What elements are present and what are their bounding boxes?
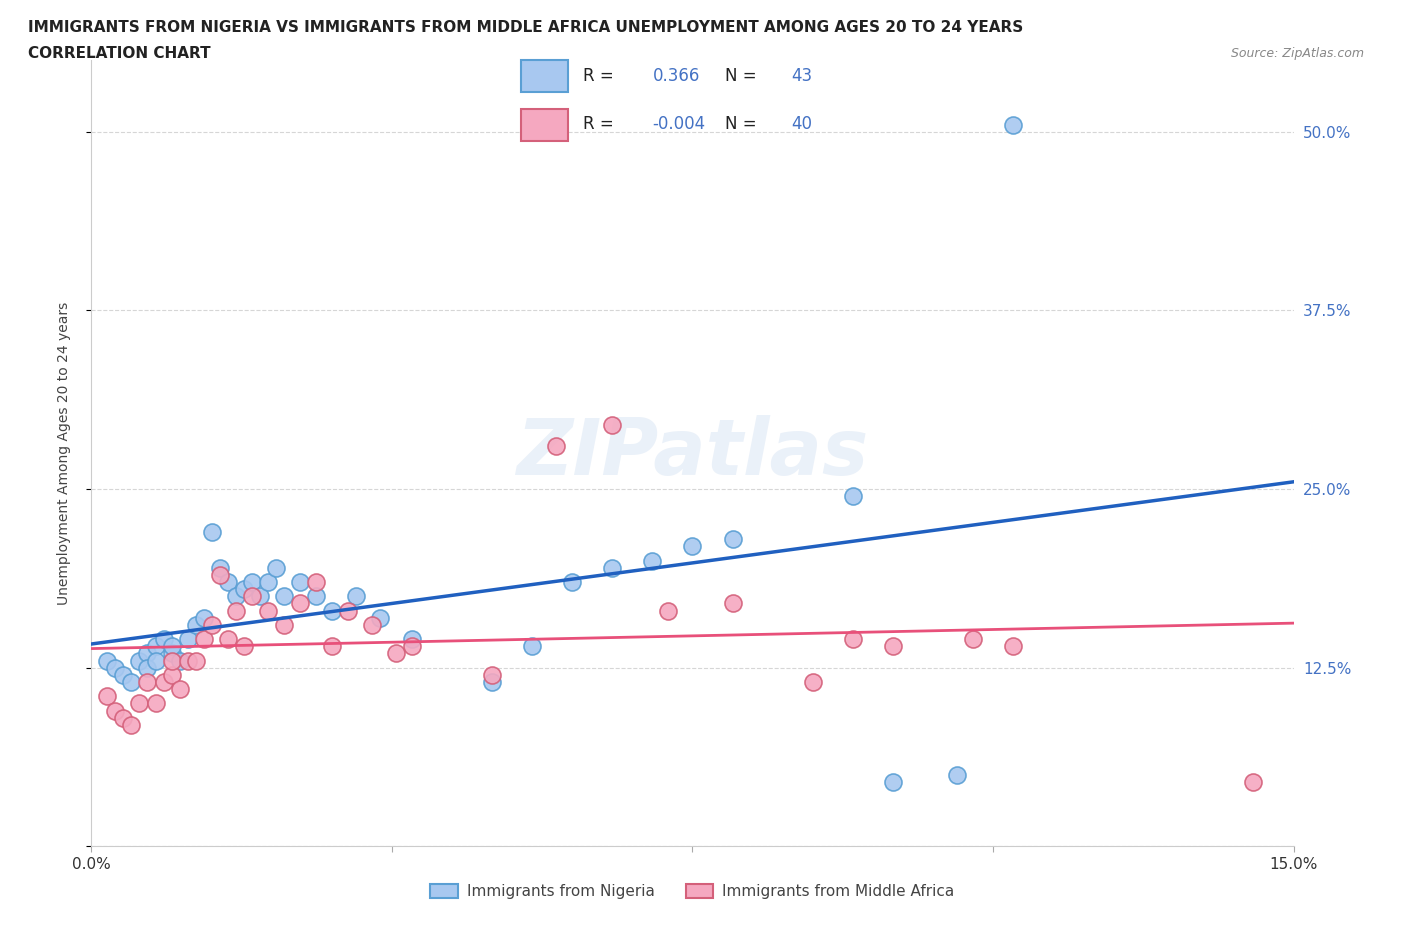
Point [201,525,224,539]
Text: N =: N = [725,115,762,133]
Point [136,674,159,689]
Point [360,618,382,632]
Point [240,575,263,590]
Point [1243,775,1265,790]
Point [96,689,118,704]
Point [385,646,408,661]
Text: R =: R = [583,67,619,85]
Text: 43: 43 [792,67,813,85]
Point [104,660,127,675]
Y-axis label: Unemployment Among Ages 20 to 24 years: Unemployment Among Ages 20 to 24 years [56,301,70,605]
Point [256,575,278,590]
Point [169,682,191,697]
Point [481,668,503,683]
Text: N =: N = [725,67,762,85]
Point [136,660,159,675]
Text: 0.366: 0.366 [652,67,700,85]
Point [681,538,703,553]
Text: IMMIGRANTS FROM NIGERIA VS IMMIGRANTS FROM MIDDLE AFRICA UNEMPLOYMENT AMONG AGES: IMMIGRANTS FROM NIGERIA VS IMMIGRANTS FR… [28,20,1024,35]
Point [657,604,679,618]
Point [602,560,624,575]
Point [201,618,224,632]
Point [305,575,328,590]
Point [264,560,287,575]
Point [401,631,423,646]
Point [273,589,295,604]
Point [145,696,167,711]
Point [962,631,984,646]
Text: 40: 40 [792,115,813,133]
Point [152,674,174,689]
Point [193,610,215,625]
Text: ZIPatlas: ZIPatlas [516,416,869,491]
Point [217,575,239,590]
Point [841,489,863,504]
Point [288,596,311,611]
Point [882,775,904,790]
Point [721,596,744,611]
Point [641,553,664,568]
Text: -0.004: -0.004 [652,115,706,133]
Point [128,653,150,668]
Point [112,711,135,725]
Point [184,653,207,668]
FancyBboxPatch shape [520,60,568,92]
Point [128,696,150,711]
Legend: Immigrants from Nigeria, Immigrants from Middle Africa: Immigrants from Nigeria, Immigrants from… [425,878,960,906]
Point [184,618,207,632]
Point [256,604,278,618]
Point [273,618,295,632]
Point [344,589,367,604]
Point [1001,639,1024,654]
Point [546,439,568,454]
Point [176,653,198,668]
Point [225,589,247,604]
Point [112,668,135,683]
Point [336,604,359,618]
Point [169,653,191,668]
Text: R =: R = [583,115,619,133]
Point [841,631,863,646]
Point [321,604,343,618]
Point [368,610,391,625]
Point [288,575,311,590]
Point [136,646,159,661]
Point [249,589,271,604]
Point [145,639,167,654]
Point [208,560,231,575]
Point [176,631,198,646]
Point [121,674,143,689]
Point [96,653,118,668]
FancyBboxPatch shape [520,109,568,140]
Point [240,589,263,604]
Point [721,532,744,547]
Point [321,639,343,654]
Text: Source: ZipAtlas.com: Source: ZipAtlas.com [1230,46,1364,60]
Point [160,646,183,661]
Point [160,639,183,654]
Point [145,653,167,668]
Point [193,631,215,646]
Point [160,653,183,668]
Point [522,639,544,654]
Point [232,581,254,596]
Point [104,703,127,718]
Point [305,589,328,604]
Point [217,631,239,646]
Point [225,604,247,618]
Point [561,575,583,590]
Point [481,674,503,689]
Point [208,567,231,582]
Point [401,639,423,654]
Text: CORRELATION CHART: CORRELATION CHART [28,46,211,61]
Point [882,639,904,654]
Point [160,668,183,683]
Point [1001,117,1024,132]
Point [801,674,824,689]
Point [121,717,143,732]
Point [602,418,624,432]
Point [152,631,174,646]
Point [946,767,969,782]
Point [232,639,254,654]
